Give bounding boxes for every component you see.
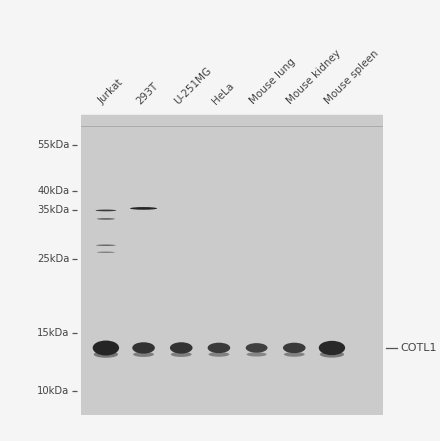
Ellipse shape <box>97 218 115 220</box>
Ellipse shape <box>171 352 192 357</box>
Ellipse shape <box>94 351 118 358</box>
Text: 55kDa: 55kDa <box>37 140 69 150</box>
Text: HeLa: HeLa <box>210 81 235 106</box>
Ellipse shape <box>284 352 304 357</box>
Ellipse shape <box>95 209 116 211</box>
Ellipse shape <box>133 352 154 357</box>
Ellipse shape <box>132 342 155 354</box>
Ellipse shape <box>93 340 119 355</box>
Text: 293T: 293T <box>135 81 160 106</box>
Ellipse shape <box>209 352 229 357</box>
Text: COTL1: COTL1 <box>400 343 436 353</box>
Text: 10kDa: 10kDa <box>37 386 69 396</box>
Text: Jurkat: Jurkat <box>97 78 125 106</box>
Text: 25kDa: 25kDa <box>37 254 69 264</box>
Text: Mouse kidney: Mouse kidney <box>285 49 343 106</box>
Text: 35kDa: 35kDa <box>37 206 69 216</box>
Ellipse shape <box>208 343 230 353</box>
Ellipse shape <box>319 341 345 355</box>
Text: Mouse spleen: Mouse spleen <box>323 49 381 106</box>
Text: Mouse lung: Mouse lung <box>248 57 297 106</box>
Ellipse shape <box>96 245 116 246</box>
Text: U-251MG: U-251MG <box>172 65 213 106</box>
Text: 15kDa: 15kDa <box>37 328 69 338</box>
Ellipse shape <box>170 342 193 354</box>
Ellipse shape <box>97 252 115 253</box>
Ellipse shape <box>246 343 268 353</box>
Ellipse shape <box>283 343 305 353</box>
Ellipse shape <box>246 352 267 356</box>
Text: 40kDa: 40kDa <box>37 186 69 196</box>
Ellipse shape <box>130 207 157 210</box>
Ellipse shape <box>320 351 344 358</box>
